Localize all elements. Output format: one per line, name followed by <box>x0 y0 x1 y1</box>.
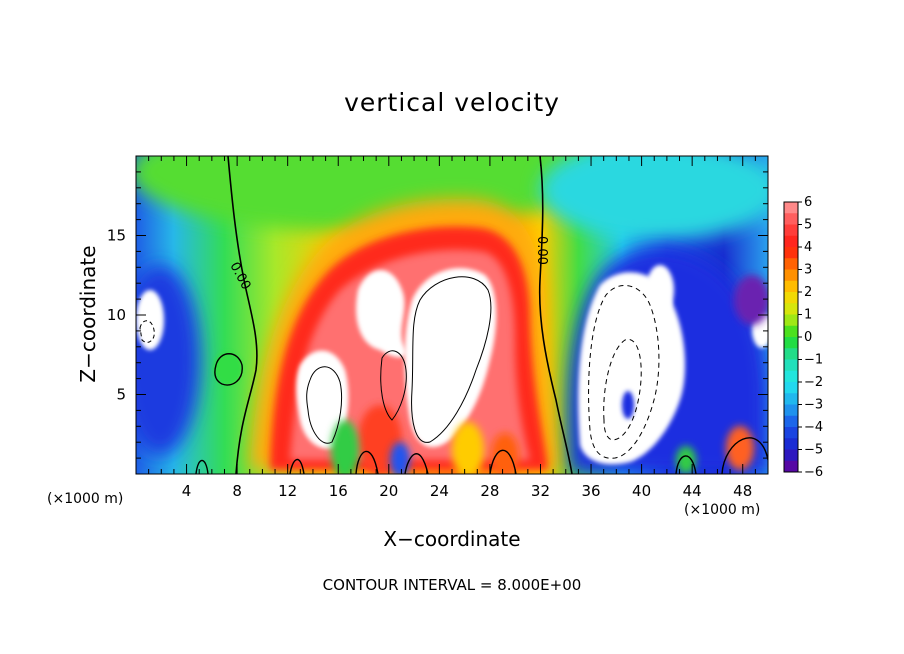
x-axis-title: X−coordinate <box>383 527 521 551</box>
x-tick-label: 28 <box>480 482 499 500</box>
x-tick-label: 36 <box>581 482 600 500</box>
contour-interval-note: CONTOUR INTERVAL = 8.000E+00 <box>322 576 582 594</box>
y-axis-unit: (×1000 m) <box>47 491 124 507</box>
x-tick-label: 12 <box>278 482 297 500</box>
colorbar-label: 4 <box>804 240 812 255</box>
x-tick-label: 8 <box>232 482 242 500</box>
colorbar-segment <box>784 393 798 405</box>
colorbar-segment <box>784 427 798 439</box>
colorbar-segment <box>784 337 798 349</box>
colorbar-segment <box>784 460 798 473</box>
colorbar-segment <box>784 303 798 315</box>
contour-label-right: 0.00 <box>534 236 549 265</box>
contour-lines <box>139 156 768 474</box>
contour-updraft-mid <box>380 350 407 421</box>
x-tick-label: 20 <box>379 482 398 500</box>
colorbar-segment <box>784 359 798 372</box>
colorbar-segment <box>784 404 798 417</box>
y-tick-label: 5 <box>116 386 126 404</box>
colorbar-segment <box>784 247 798 259</box>
colorbar-label: −5 <box>804 443 823 458</box>
colorbar-segment <box>784 415 798 428</box>
colorbar-segment <box>784 370 798 383</box>
colorbar: 6 5 4 3 2 1 0 −1 −2 −3 −4 −5 −6 <box>783 195 823 480</box>
chart-title: vertical velocity <box>344 88 560 117</box>
contour-dashed-right <box>588 285 660 459</box>
colorbar-segment <box>784 213 798 225</box>
colorbar-label: 3 <box>804 263 812 278</box>
colorbar-segment <box>784 449 798 462</box>
x-axis: 4 8 12 16 20 24 28 32 36 40 44 48 <box>148 156 756 500</box>
colorbar-segment <box>784 382 798 394</box>
contour-bottom-e <box>675 455 697 474</box>
colorbar-label: −3 <box>804 398 823 413</box>
colorbar-label: 0 <box>804 330 812 345</box>
contour-bottom-c <box>404 453 429 474</box>
contour-bottom-d <box>489 449 517 474</box>
colorbar-label: −1 <box>804 353 823 368</box>
colorbar-segment <box>784 235 798 248</box>
colorbar-segment <box>784 224 798 237</box>
colorbar-segment <box>784 258 798 270</box>
contour-updraft-core <box>411 276 492 443</box>
x-tick-label: 24 <box>430 482 449 500</box>
colorbar-segment <box>784 269 798 282</box>
contour-dashed-right-inner <box>603 338 642 441</box>
colorbar-label: 5 <box>804 218 812 233</box>
colorbar-segment <box>784 438 798 450</box>
colorbar-label: 2 <box>804 285 812 300</box>
colorbar-segment <box>784 280 798 293</box>
contour-updraft-left <box>306 366 343 444</box>
colorbar-label: 6 <box>804 195 812 210</box>
colorbar-segment <box>784 348 798 360</box>
colorbar-segment <box>784 292 798 304</box>
colorbar-label: 1 <box>804 308 812 323</box>
contour-bottom-g <box>195 459 209 474</box>
x-tick-label: 48 <box>733 482 752 500</box>
colorbar-segment <box>784 325 798 338</box>
contour-bottom-a <box>289 459 305 474</box>
colorbar-segment <box>784 314 798 327</box>
y-tick-label: 10 <box>107 306 126 324</box>
x-tick-label: 4 <box>182 482 192 500</box>
colorbar-label: −6 <box>804 465 823 480</box>
contour-bottom-b <box>355 450 379 474</box>
zero-contour-right <box>538 156 573 474</box>
colorbar-segment <box>784 202 798 214</box>
colorbar-label: −4 <box>804 420 823 435</box>
x-axis-unit: (×1000 m) <box>684 502 761 518</box>
heatmap-field <box>136 156 768 474</box>
x-tick-label: 16 <box>329 482 348 500</box>
x-tick-label: 44 <box>683 482 702 500</box>
contour-dashed-left <box>139 320 155 343</box>
y-tick-label: 15 <box>107 227 126 245</box>
zero-contour-left <box>227 156 258 474</box>
x-tick-label: 32 <box>531 482 550 500</box>
contour-bottom-f <box>721 437 768 474</box>
x-tick-label: 40 <box>632 482 651 500</box>
contour-small-left <box>214 353 243 386</box>
colorbar-label: −2 <box>804 375 823 390</box>
y-axis: 5 10 15 <box>107 171 768 459</box>
